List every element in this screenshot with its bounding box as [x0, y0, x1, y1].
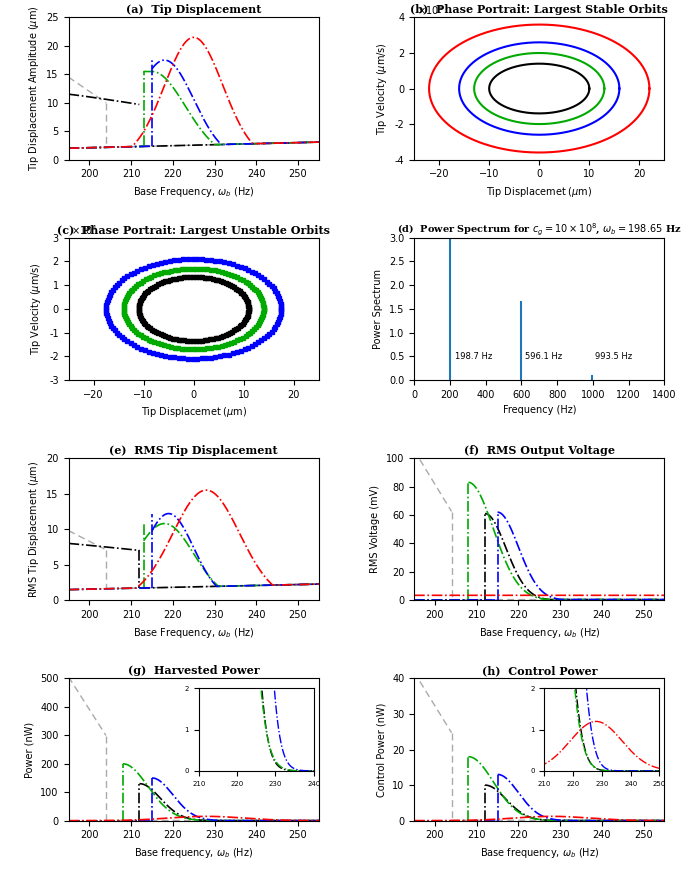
- Title: (b)  Phase Portrait: Largest Stable Orbits: (b) Phase Portrait: Largest Stable Orbit…: [410, 4, 668, 16]
- Y-axis label: Tip Velocity ($\mu$m/s): Tip Velocity ($\mu$m/s): [29, 263, 43, 355]
- Text: 198.7 Hz: 198.7 Hz: [456, 352, 493, 361]
- Y-axis label: Control Power (nW): Control Power (nW): [376, 703, 386, 797]
- X-axis label: Base Frequency, $\omega_b$ (Hz): Base Frequency, $\omega_b$ (Hz): [133, 626, 254, 640]
- Title: (a)  Tip Displacement: (a) Tip Displacement: [126, 4, 262, 16]
- X-axis label: Tip Displacemet ($\mu$m): Tip Displacemet ($\mu$m): [140, 405, 247, 419]
- X-axis label: Base frequency, $\omega_b$ (Hz): Base frequency, $\omega_b$ (Hz): [479, 846, 599, 860]
- Title: (f)  RMS Output Voltage: (f) RMS Output Voltage: [464, 445, 614, 456]
- X-axis label: Frequency (Hz): Frequency (Hz): [503, 405, 576, 416]
- Text: $\times 10^4$: $\times 10^4$: [416, 3, 443, 17]
- X-axis label: Base Frequency, $\omega_b$ (Hz): Base Frequency, $\omega_b$ (Hz): [133, 185, 254, 199]
- X-axis label: Base frequency, $\omega_b$ (Hz): Base frequency, $\omega_b$ (Hz): [134, 846, 253, 860]
- Text: 596.1 Hz: 596.1 Hz: [525, 352, 562, 361]
- Title: (e)  RMS Tip Displacement: (e) RMS Tip Displacement: [110, 445, 278, 456]
- Y-axis label: Tip Velocity ($\mu$m/s): Tip Velocity ($\mu$m/s): [375, 42, 389, 135]
- Text: $\times 10^4$: $\times 10^4$: [71, 223, 98, 237]
- Y-axis label: Power (nW): Power (nW): [25, 721, 35, 778]
- Title: (g)  Harvested Power: (g) Harvested Power: [128, 665, 260, 677]
- Y-axis label: Tip Displacement Amplitude ($\mu$m): Tip Displacement Amplitude ($\mu$m): [27, 6, 40, 171]
- X-axis label: Tip Displacemet ($\mu$m): Tip Displacemet ($\mu$m): [486, 185, 593, 199]
- Title: (c)  Phase Portrait: Largest Unstable Orbits: (c) Phase Portrait: Largest Unstable Orb…: [58, 224, 330, 236]
- Y-axis label: RMS Voltage (mV): RMS Voltage (mV): [371, 485, 380, 574]
- Text: 993.5 Hz: 993.5 Hz: [595, 352, 632, 361]
- Y-axis label: Power Spectrum: Power Spectrum: [373, 269, 384, 349]
- Y-axis label: RMS Tip Displacement ($\mu$m): RMS Tip Displacement ($\mu$m): [27, 461, 41, 598]
- X-axis label: Base Frequency, $\omega_b$ (Hz): Base Frequency, $\omega_b$ (Hz): [479, 626, 600, 640]
- Title: (d)  Power Spectrum for $c_g = 10 \times 10^8$, $\omega_b = 198.65$ Hz: (d) Power Spectrum for $c_g = 10 \times …: [397, 222, 682, 237]
- Title: (h)  Control Power: (h) Control Power: [482, 665, 597, 677]
